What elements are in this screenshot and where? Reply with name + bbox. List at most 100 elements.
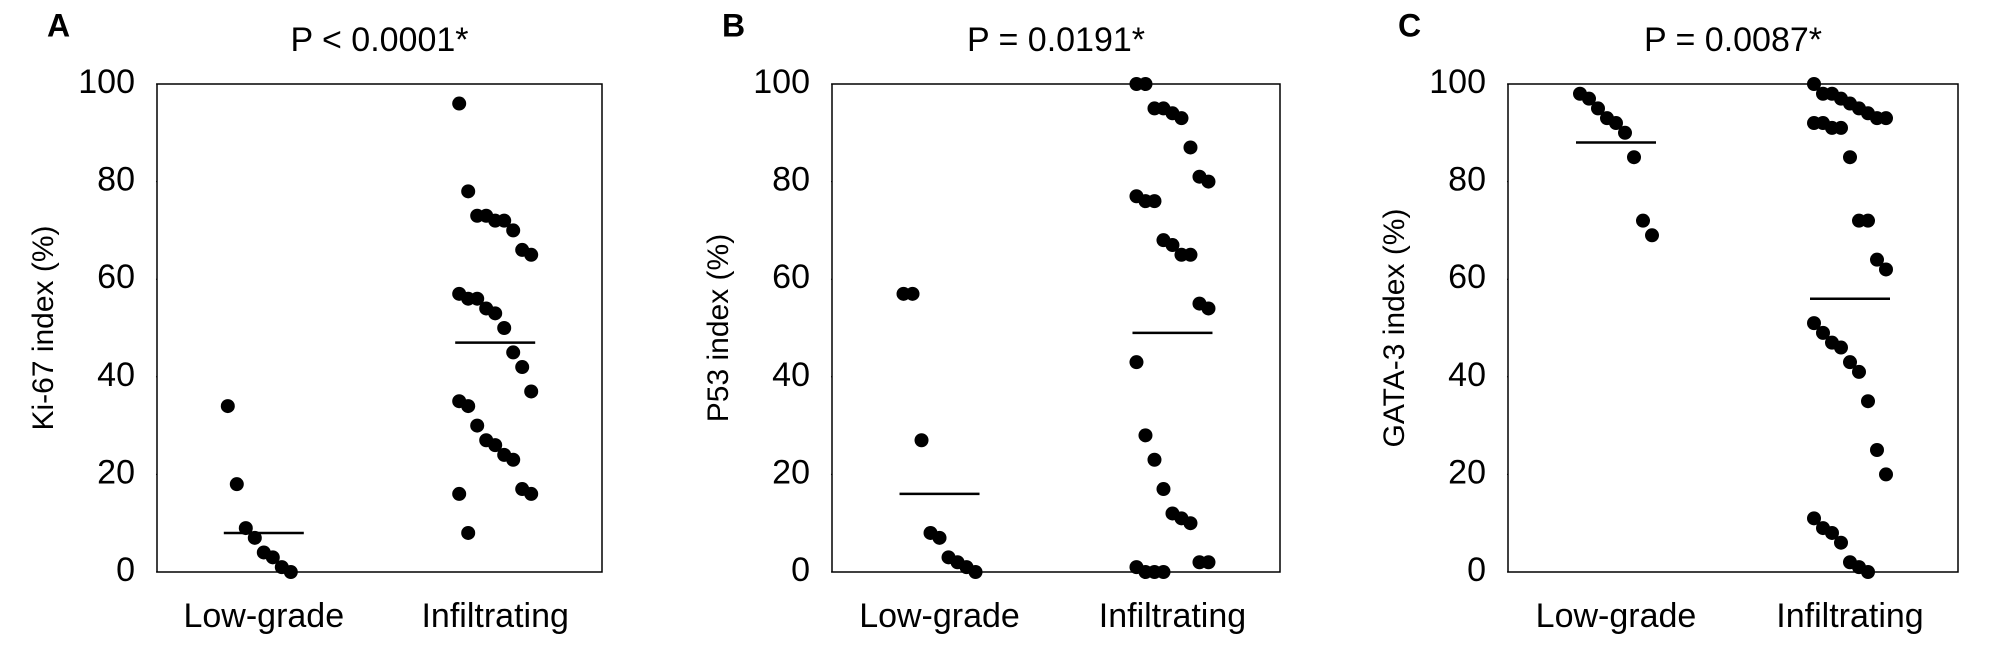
- data-point: [932, 530, 947, 545]
- y-tick-label: 60: [97, 258, 135, 296]
- y-tick-label: 0: [1467, 551, 1486, 589]
- y-tick-label: 80: [772, 161, 810, 199]
- y-tick-label: 40: [772, 356, 810, 394]
- data-point: [1834, 120, 1848, 135]
- data-point: [452, 486, 467, 501]
- y-axis-label: GATA-3 index (%): [1378, 209, 1411, 448]
- data-point: [1807, 316, 1821, 331]
- data-point: [1609, 116, 1623, 131]
- data-point: [497, 213, 512, 228]
- data-point: [488, 306, 503, 321]
- panel-label: C: [1398, 7, 1421, 43]
- data-point: [1201, 174, 1216, 189]
- data-point: [283, 565, 298, 579]
- data-point: [1138, 428, 1153, 443]
- y-tick-label: 0: [791, 551, 810, 589]
- data-point: [247, 530, 262, 545]
- y-tick-label: 20: [1448, 453, 1486, 491]
- data-point: [506, 345, 521, 360]
- data-point: [1165, 238, 1180, 253]
- plot-frame: [1507, 83, 1959, 573]
- data-point: [1201, 301, 1216, 316]
- data-point: [515, 360, 530, 375]
- data-point: [1183, 247, 1198, 262]
- data-point: [1129, 355, 1144, 370]
- data-point: [1138, 77, 1153, 91]
- data-point: [1825, 525, 1839, 540]
- x-tick-label: Low-grade: [859, 597, 1020, 635]
- y-tick-label: 80: [1448, 161, 1486, 199]
- data-point: [1843, 355, 1857, 370]
- y-tick-label: 40: [1448, 356, 1486, 394]
- data-point: [524, 247, 539, 262]
- y-tick-label: 0: [116, 551, 135, 589]
- data-point: [229, 477, 244, 492]
- data-point: [905, 286, 920, 301]
- plot-frame: [156, 83, 603, 573]
- data-point: [1147, 194, 1162, 209]
- x-tick-label: Infiltrating: [421, 597, 568, 635]
- x-tick-label: Infiltrating: [1776, 597, 1923, 635]
- data-point: [1807, 511, 1821, 526]
- data-point: [470, 418, 485, 433]
- data-point: [1645, 228, 1659, 243]
- data-point: [488, 438, 503, 453]
- data-point: [461, 399, 476, 414]
- data-point: [1201, 555, 1216, 570]
- data-point: [1183, 516, 1198, 531]
- y-axis-label: Ki-67 index (%): [27, 225, 60, 430]
- y-tick-label: 60: [1448, 258, 1486, 296]
- data-point: [1156, 482, 1171, 497]
- y-tick-label: 20: [97, 453, 135, 491]
- y-axis-label: P53 index (%): [702, 234, 735, 422]
- data-point: [1636, 213, 1650, 228]
- data-point: [461, 184, 476, 199]
- data-point: [1852, 364, 1866, 379]
- panel-label: A: [47, 7, 70, 43]
- data-point: [1618, 125, 1632, 140]
- data-point: [1861, 565, 1875, 579]
- data-point: [914, 433, 929, 448]
- data-point: [1816, 325, 1830, 340]
- data-point: [1582, 91, 1596, 106]
- data-point: [1861, 213, 1875, 228]
- data-point: [1861, 394, 1875, 409]
- chart-title: P = 0.0191*: [967, 21, 1145, 59]
- data-point: [506, 452, 521, 467]
- data-point: [238, 521, 253, 536]
- data-point: [1879, 111, 1893, 126]
- data-point: [220, 399, 235, 414]
- data-point: [1183, 140, 1198, 155]
- chart-title: P = 0.0087*: [1644, 21, 1822, 59]
- data-point: [265, 550, 280, 565]
- y-tick-label: 100: [78, 63, 135, 101]
- x-tick-label: Low-grade: [183, 597, 344, 635]
- data-point: [1870, 252, 1884, 267]
- data-point: [1147, 452, 1162, 467]
- data-point: [452, 96, 467, 111]
- data-point: [1834, 340, 1848, 355]
- data-point: [968, 565, 983, 579]
- y-tick-label: 60: [772, 258, 810, 296]
- data-point: [1879, 467, 1893, 482]
- data-point: [1807, 77, 1821, 91]
- data-point: [1843, 150, 1857, 165]
- data-point: [1834, 535, 1848, 550]
- data-point: [1156, 565, 1171, 579]
- y-tick-label: 100: [753, 63, 810, 101]
- data-point: [470, 291, 485, 306]
- y-tick-label: 20: [772, 453, 810, 491]
- panel-label: B: [722, 7, 745, 43]
- x-tick-label: Infiltrating: [1099, 597, 1246, 635]
- data-point: [461, 525, 476, 540]
- data-point: [497, 321, 512, 335]
- data-point: [524, 384, 539, 399]
- x-tick-label: Low-grade: [1536, 597, 1697, 635]
- data-point: [1627, 150, 1641, 165]
- y-tick-label: 40: [97, 356, 135, 394]
- plot-frame: [831, 83, 1281, 573]
- data-point: [506, 223, 521, 238]
- data-point: [1879, 262, 1893, 277]
- data-point: [524, 486, 539, 501]
